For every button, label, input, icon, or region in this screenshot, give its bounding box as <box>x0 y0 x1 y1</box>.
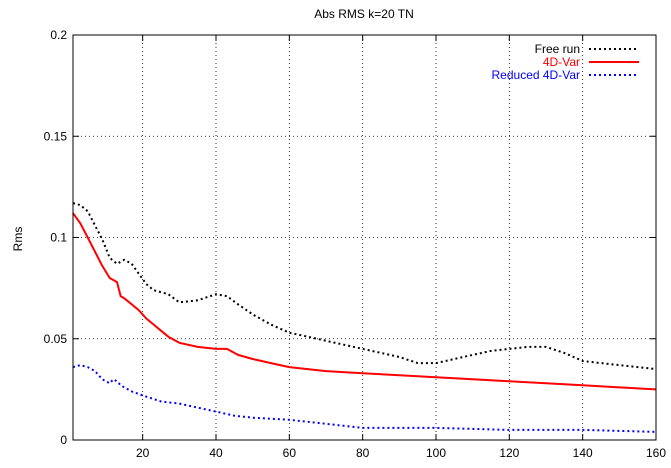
x-tick-label: 20 <box>136 446 150 460</box>
grid <box>73 35 656 440</box>
x-tick-label: 100 <box>426 446 446 460</box>
x-tick-label: 80 <box>356 446 370 460</box>
legend-label-4d-var: 4D-Var <box>543 55 580 69</box>
y-tick-label: 0.05 <box>44 332 68 346</box>
y-tick-label: 0.2 <box>50 28 67 42</box>
x-tick-label: 140 <box>573 446 593 460</box>
y-tick-label: 0 <box>60 433 67 447</box>
x-tick-label: 160 <box>646 446 666 460</box>
plot-frame <box>72 34 657 441</box>
x-tick-label: 120 <box>499 446 519 460</box>
plot-series <box>72 202 657 433</box>
axis-ticks: 0 0.05 0.1 0.15 0.2 20 40 60 80 100 120 140 160 <box>44 28 667 460</box>
y-tick-label: 0.15 <box>44 129 68 143</box>
y-tick-label: 0.1 <box>50 231 67 245</box>
legend-label-free-run: Free run <box>535 42 580 56</box>
x-tick-label: 40 <box>209 446 223 460</box>
legend-label-reduced-4d-var: Reduced 4D-Var <box>492 68 581 82</box>
chart-title: Abs RMS k=20 TN <box>314 7 413 21</box>
series-line-reduced-4d-var <box>72 364 657 433</box>
y-axis-label: Rms <box>11 227 25 252</box>
series-line-free-run <box>72 202 657 371</box>
x-tick-label: 60 <box>283 446 297 460</box>
series-line-4d-var <box>72 212 657 391</box>
